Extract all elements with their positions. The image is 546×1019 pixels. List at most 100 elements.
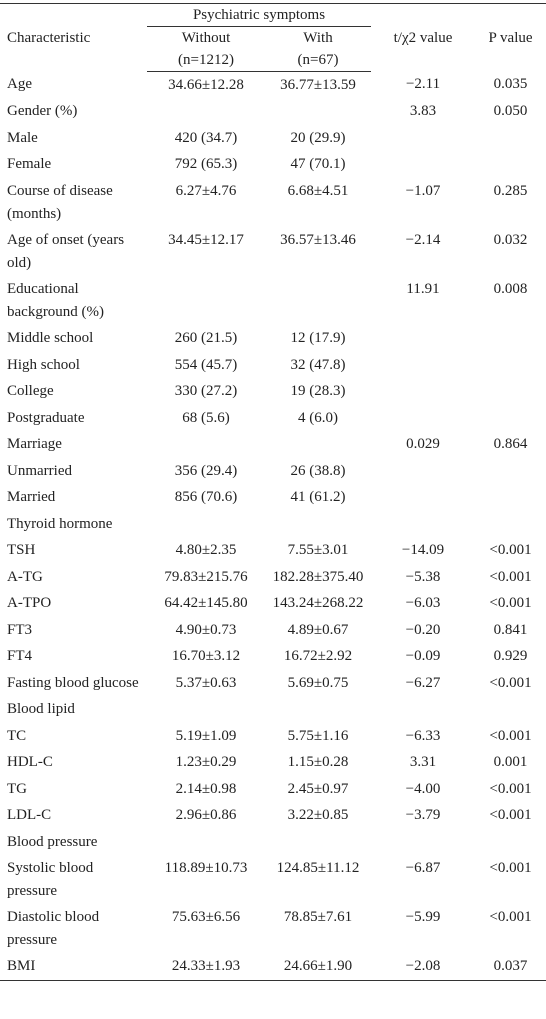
- table-body: Age 34.66±12.28 36.77±13.59 −2.11 0.035 Gende…: [0, 72, 546, 982]
- table-cell: 3.22±0.85: [287, 807, 349, 824]
- row-label: Unmarried: [7, 462, 72, 479]
- table-cell: 330 (27.2): [174, 383, 238, 400]
- row-label: Blood pressure: [7, 833, 98, 850]
- table-cell: [371, 484, 475, 510]
- row-label: LDL-C: [7, 807, 52, 824]
- table-cell: 260 (21.5): [174, 330, 238, 347]
- table-row: FT3 4.90±0.73 4.89±0.67 −0.20 0.841: [0, 617, 546, 643]
- table-cell: [475, 125, 546, 151]
- table-cell: 7.55±3.01: [287, 542, 349, 559]
- table-cell: 32 (47.8): [290, 356, 346, 373]
- table-cell: [147, 431, 265, 457]
- header-text: (n=67): [297, 52, 339, 68]
- table-row: Systolic blood pressure 118.89±10.73 124.8…: [0, 855, 546, 904]
- table-cell: 34.45±12.17: [168, 232, 244, 249]
- table-cell: [371, 405, 475, 431]
- row-label: A-TPO: [7, 595, 52, 612]
- table-cell: 24.66±1.90: [265, 953, 372, 982]
- table-cell: −3.79: [405, 807, 441, 824]
- table-cell: 36.77±13.59: [280, 76, 356, 93]
- row-label: Blood lipid: [7, 701, 75, 718]
- table-cell: 78.85±7.61: [283, 909, 353, 926]
- table-cell: −0.09: [405, 648, 441, 665]
- table-row: Thyroid hormone: [0, 511, 546, 537]
- table-cell: −1.07: [405, 182, 441, 199]
- row-label: Age of onset (years old): [7, 232, 125, 271]
- table-row: TG 2.14±0.98 2.45±0.97 −4.00 <0.001: [0, 776, 546, 802]
- table-cell: −5.38: [405, 568, 441, 585]
- row-label: TSH: [7, 542, 36, 559]
- table-cell: −0.20: [405, 621, 441, 638]
- table-row: Diastolic blood pressure 75.63±6.56 78.85±…: [0, 904, 546, 953]
- table-cell: 75.63±6.56: [171, 909, 241, 926]
- header-cell: With (n=67): [265, 26, 372, 72]
- table-cell: 12 (17.9): [290, 330, 346, 347]
- row-label: TG: [7, 780, 27, 797]
- table-row: FT4 16.70±3.12 16.72±2.92 −0.09 0.929: [0, 643, 546, 669]
- table-row: A-TPO 64.42±145.80 143.24±268.22 −6.03 <0.00…: [0, 590, 546, 616]
- table-cell: −6.33: [405, 727, 441, 744]
- data-table: Characteristic Psychiatric symptoms t/χ2…: [0, 3, 546, 982]
- table-cell: 26 (38.8): [290, 462, 346, 479]
- table-row: Female 792 (65.3) 47 (70.1): [0, 151, 546, 177]
- table-cell: [475, 352, 546, 378]
- table-row: TC 5.19±1.09 5.75±1.16 −6.33 <0.001: [0, 723, 546, 749]
- table-row: Married 856 (70.6) 41 (61.2): [0, 484, 546, 510]
- table-cell: [475, 696, 546, 722]
- table-cell: [265, 98, 371, 124]
- table-cell: [147, 276, 265, 325]
- table-cell: 420 (34.7): [174, 129, 238, 146]
- header-text: With: [303, 30, 333, 46]
- table-row: A-TG 79.83±215.76 182.28±375.40 −5.38 <0.001: [0, 564, 546, 590]
- table-cell: <0.001: [489, 909, 532, 926]
- table-cell: 2.45±0.97: [287, 780, 349, 797]
- table-cell: 2.96±0.86: [175, 807, 237, 824]
- table-cell: 3.31: [409, 754, 437, 771]
- table-cell: [371, 151, 475, 177]
- table-cell: 47 (70.1): [290, 156, 346, 173]
- table-row: Age of onset (years old) 34.45±12.17 36.57…: [0, 227, 546, 276]
- row-label: Diastolic blood pressure: [7, 909, 100, 948]
- table-cell: 5.69±0.75: [287, 674, 349, 691]
- table-cell: 24.33±1.93: [147, 953, 265, 982]
- table-row: Age 34.66±12.28 36.77±13.59 −2.11 0.035: [0, 72, 546, 99]
- table-cell: −2.14: [405, 232, 441, 249]
- header-text: Without: [181, 30, 231, 46]
- table-cell: 5.37±0.63: [175, 674, 237, 691]
- table-cell: [265, 511, 371, 537]
- table-cell: [371, 511, 475, 537]
- table-cell: 64.42±145.80: [164, 595, 248, 612]
- table-cell: 182.28±375.40: [272, 568, 364, 585]
- row-label: Postgraduate: [7, 409, 85, 426]
- table-row: High school 554 (45.7) 32 (47.8): [0, 352, 546, 378]
- header-text: (n=1212): [178, 52, 234, 68]
- table-cell: 5.75±1.16: [287, 727, 349, 744]
- table-cell: 792 (65.3): [174, 156, 238, 173]
- table-row: Fasting blood glucose 5.37±0.63 5.69±0.75 −…: [0, 670, 546, 696]
- row-label: Systolic blood pressure: [7, 860, 94, 899]
- row-label: Educational background (%): [7, 281, 105, 320]
- table-cell: 6.27±4.76: [175, 182, 237, 199]
- row-label: Gender (%): [7, 103, 78, 120]
- table-header: Characteristic Psychiatric symptoms t/χ2…: [0, 3, 546, 72]
- table-cell: <0.001: [489, 780, 532, 797]
- table-cell: 68 (5.6): [182, 409, 230, 426]
- table-row: College 330 (27.2) 19 (28.3): [0, 378, 546, 404]
- row-label: HDL-C: [7, 754, 53, 771]
- table-row: Postgraduate 68 (5.6) 4 (6.0): [0, 405, 546, 431]
- table-cell: 0.864: [493, 436, 528, 453]
- row-label: Married: [7, 489, 56, 506]
- row-label: Female: [7, 156, 52, 173]
- table-cell: 0.001: [493, 754, 528, 771]
- table-cell: 356 (29.4): [174, 462, 238, 479]
- table-row: Blood lipid: [0, 696, 546, 722]
- table-cell: 41 (61.2): [290, 489, 346, 506]
- table-cell: 554 (45.7): [174, 356, 238, 373]
- table-cell: [147, 511, 265, 537]
- table-row: Middle school 260 (21.5) 12 (17.9): [0, 326, 546, 352]
- row-label: A-TG: [7, 568, 43, 585]
- table-cell: [371, 125, 475, 151]
- header-cell: Without (n=1212): [147, 26, 265, 72]
- table-cell: −6.27: [405, 674, 441, 691]
- row-label: High school: [7, 356, 80, 373]
